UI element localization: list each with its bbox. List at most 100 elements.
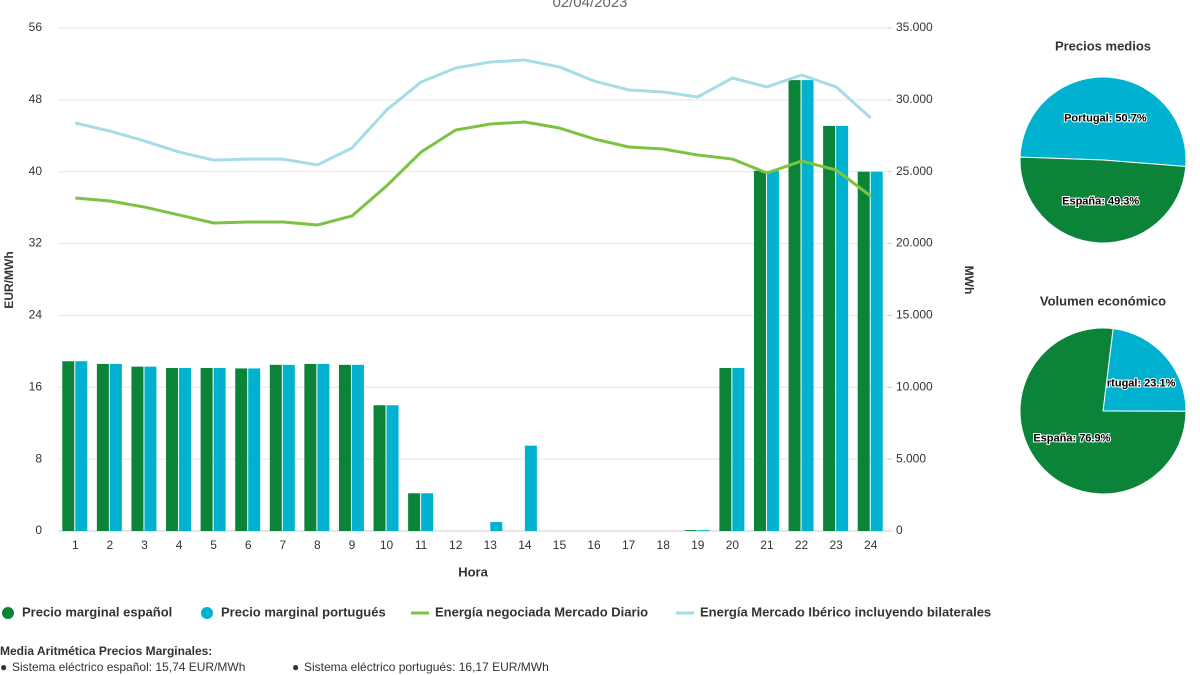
- bar: [213, 367, 226, 531]
- y-tick-label: 32: [29, 236, 43, 250]
- line: [74, 58, 872, 167]
- x-tick-label: 24: [864, 538, 878, 552]
- footer-heading: Media Aritmética Precios Marginales:: [0, 644, 212, 658]
- bar: [75, 361, 88, 531]
- bar: [351, 364, 364, 531]
- x-tick-label: 11: [415, 538, 428, 552]
- x-tick-label: 4: [176, 538, 183, 552]
- y2-tick-label: 25.000: [896, 164, 933, 178]
- legend-label: Precio marginal español: [22, 604, 172, 619]
- x-tick-label: 10: [380, 538, 394, 552]
- x-tick-label: 13: [484, 538, 498, 552]
- x-tick-label: 5: [210, 538, 217, 552]
- bar: [166, 367, 179, 531]
- pie-label: España: 76.9%: [1033, 432, 1110, 444]
- x-tick-label: 20: [726, 538, 740, 552]
- pie-label: Portugal: 50.7%: [1064, 112, 1147, 124]
- x-tick-label: 23: [829, 538, 843, 552]
- bar: [823, 125, 836, 531]
- footer-item: Sistema eléctrico portugués: 16,17 EUR/M…: [304, 660, 549, 674]
- y-tick-label: 16: [29, 379, 43, 393]
- y-tick-label: 8: [35, 451, 42, 465]
- x-tick-label: 3: [141, 538, 148, 552]
- y-tick-label: 40: [29, 164, 43, 178]
- y2-tick-label: 15.000: [896, 308, 933, 322]
- bar: [753, 170, 766, 531]
- x-tick-label: 6: [245, 538, 252, 552]
- legend-label: Energía Mercado Ibérico incluyendo bilat…: [700, 604, 991, 619]
- x-tick-label: 15: [553, 538, 567, 552]
- y2-tick-label: 20.000: [896, 236, 933, 250]
- y-axis-label: EUR/MWh: [2, 251, 16, 308]
- bar: [131, 366, 144, 531]
- y-tick-label: 24: [29, 308, 43, 322]
- bar: [857, 171, 870, 531]
- pie-title: Precios medios: [1055, 38, 1151, 53]
- pie-title: Volumen económico: [1040, 293, 1166, 308]
- y2-tick-label: 5.000: [896, 451, 926, 465]
- bar: [304, 363, 317, 531]
- y2-axis-label: MWh: [962, 266, 976, 295]
- bar: [421, 493, 434, 531]
- bar: [836, 125, 849, 531]
- pie-label: España: 49.3%: [1062, 195, 1139, 207]
- pie-slice: [1019, 76, 1187, 168]
- bar: [338, 364, 351, 531]
- bar: [373, 405, 386, 531]
- bar: [109, 363, 122, 531]
- bullet: ●: [0, 660, 7, 674]
- line: [75, 120, 872, 227]
- y2-tick-label: 30.000: [896, 92, 933, 106]
- pie-slice: [1102, 328, 1187, 412]
- bar: [870, 171, 883, 531]
- y-tick-label: 56: [29, 20, 43, 34]
- chart-title: 02/04/2023: [552, 0, 627, 11]
- legend-marker: [201, 607, 213, 619]
- bar: [317, 363, 330, 531]
- bar: [801, 80, 814, 531]
- legend-marker: [2, 607, 14, 619]
- bar: [96, 363, 109, 531]
- bar: [684, 530, 697, 531]
- x-tick-label: 22: [795, 538, 809, 552]
- x-tick-label: 9: [349, 538, 356, 552]
- x-tick-label: 2: [107, 538, 114, 552]
- x-tick-label: 12: [449, 538, 463, 552]
- y2-tick-label: 0: [896, 523, 903, 537]
- x-tick-label: 17: [622, 538, 636, 552]
- bar: [62, 361, 75, 531]
- bar: [179, 367, 192, 531]
- bar: [697, 530, 710, 531]
- bar: [732, 367, 745, 531]
- bar: [282, 364, 295, 531]
- bar: [235, 368, 248, 531]
- pie-label: Portugal: 23.1%: [1093, 377, 1176, 389]
- bar: [269, 364, 282, 531]
- bar: [144, 366, 157, 531]
- x-tick-label: 7: [279, 538, 286, 552]
- bullet: ●: [292, 660, 299, 674]
- legend-label: Energía negociada Mercado Diario: [435, 604, 648, 619]
- bar: [408, 493, 421, 531]
- x-tick-label: 18: [657, 538, 671, 552]
- x-tick-label: 21: [760, 538, 774, 552]
- x-tick-label: 14: [518, 538, 532, 552]
- bar: [719, 367, 732, 531]
- bar: [490, 522, 503, 531]
- pie-slice: [1019, 327, 1187, 495]
- x-tick-label: 8: [314, 538, 321, 552]
- x-tick-label: 19: [691, 538, 705, 552]
- bar: [200, 367, 213, 531]
- bar: [788, 80, 801, 531]
- bar: [248, 368, 261, 531]
- bar: [766, 170, 779, 531]
- x-axis-label: Hora: [458, 564, 488, 579]
- legend-label: Precio marginal portugués: [221, 604, 386, 619]
- y-tick-label: 48: [29, 92, 43, 106]
- y-tick-label: 0: [35, 523, 42, 537]
- x-tick-label: 16: [587, 538, 601, 552]
- bar: [524, 445, 537, 531]
- y2-tick-label: 10.000: [896, 379, 933, 393]
